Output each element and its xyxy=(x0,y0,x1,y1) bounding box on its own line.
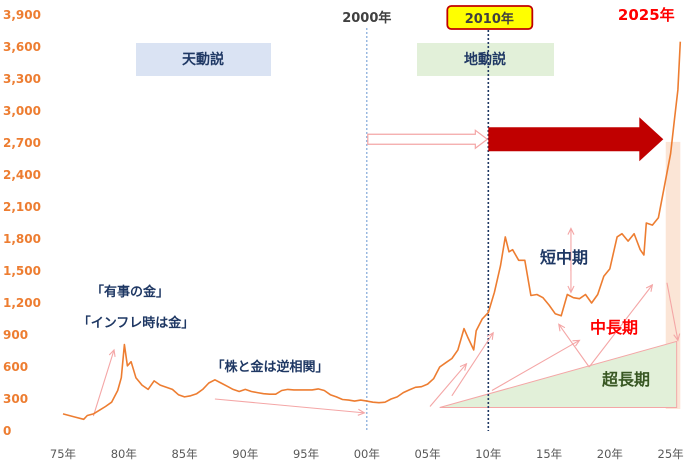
annotation-arrow-head xyxy=(567,285,575,294)
annotation-arrow-line xyxy=(92,349,115,417)
annotation-arrow-line xyxy=(588,284,653,368)
y-tick-label: 900 xyxy=(3,328,28,342)
y-tick-label: 3,600 xyxy=(3,40,41,54)
annotation-arrow-head xyxy=(558,323,566,332)
annotation-arrow-line xyxy=(666,282,679,341)
annotation-arrow-head xyxy=(459,362,468,371)
tendousetsu-label: 天動説 xyxy=(182,51,224,68)
annotation-arrow-line xyxy=(451,332,494,397)
y-tick-label: 3,900 xyxy=(3,8,41,22)
annotation-arrow-head xyxy=(108,348,116,357)
year-2000-label: 2000年 xyxy=(342,10,391,26)
year-2010-badge xyxy=(446,5,534,30)
annotation-arrow-line xyxy=(491,339,580,391)
annotation-tanchuki: 短中期 xyxy=(540,248,588,267)
annotation-arrow-line xyxy=(214,398,365,414)
y-tick-label: 600 xyxy=(3,360,28,374)
x-tick-label: 05年 xyxy=(414,447,440,461)
annotation-arrow-head xyxy=(572,339,581,347)
annotation-arrow-head xyxy=(567,227,575,235)
x-tick-label: 10年 xyxy=(475,447,501,461)
annotation-arrow-line xyxy=(429,363,467,407)
annotation-kabu: 「株と金は逆相関」 xyxy=(211,359,328,375)
annotation-chuchoki: 中長期 xyxy=(590,318,638,337)
chidousetsu-box xyxy=(417,43,554,76)
annotation-arrow-head xyxy=(486,331,494,340)
annotation-inflation: 「インフレ時は金」 xyxy=(78,315,195,331)
x-tick-label: 00年 xyxy=(354,447,380,461)
y-tick-label: 2,100 xyxy=(3,200,41,214)
y-tick-label: 1,500 xyxy=(3,264,41,278)
annotation-chochoki: 超長期 xyxy=(601,370,650,389)
year-2025-label: 2025年 xyxy=(618,6,675,24)
x-tick-label: 75年 xyxy=(50,447,76,461)
series-line-gold xyxy=(62,41,682,421)
x-tick-label: 95年 xyxy=(293,447,319,461)
annotation-arrow-head xyxy=(645,283,654,292)
x-axis-ticks: 75年 80年 85年 90年 95年 00年 05年 10年 15年 20年 25年 xyxy=(50,447,684,461)
x-tick-label: 90年 xyxy=(232,447,258,461)
x-tick-label: 15年 xyxy=(536,447,562,461)
x-tick-label: 20年 xyxy=(597,447,623,461)
y-tick-label: 1,800 xyxy=(3,232,41,246)
chidousetsu-label: 地動説 xyxy=(464,51,506,68)
x-tick-label: 80年 xyxy=(111,447,137,461)
annotation-arrow-line xyxy=(558,324,590,368)
y-tick-label: 3,000 xyxy=(3,104,41,118)
y-tick-label: 2,400 xyxy=(3,168,41,182)
y-tick-label: 300 xyxy=(3,392,28,406)
annotation-arrow-head xyxy=(673,333,681,342)
big-red-arrow xyxy=(488,117,664,162)
y-axis-ticks: 0 300 600 900 1,200 1,500 1,800 2,100 2,400 2,700… xyxy=(3,8,41,438)
y-tick-label: 3,300 xyxy=(3,72,41,86)
y-tick-label: 0 xyxy=(3,424,11,438)
tendousetsu-box xyxy=(136,43,271,76)
y-tick-label: 2,700 xyxy=(3,136,41,150)
annotation-arrows xyxy=(92,227,681,417)
annotation-arrow-head xyxy=(357,408,366,416)
y-tick-label: 1,200 xyxy=(3,296,41,310)
x-tick-label: 25年 xyxy=(658,447,684,461)
hollow-arrow xyxy=(367,129,489,150)
year-2010-label: 2010年 xyxy=(465,11,514,27)
long-term-triangle xyxy=(439,340,678,409)
annotation-yuji: 「有事の金」 xyxy=(91,284,169,300)
x-tick-label: 85年 xyxy=(171,447,197,461)
